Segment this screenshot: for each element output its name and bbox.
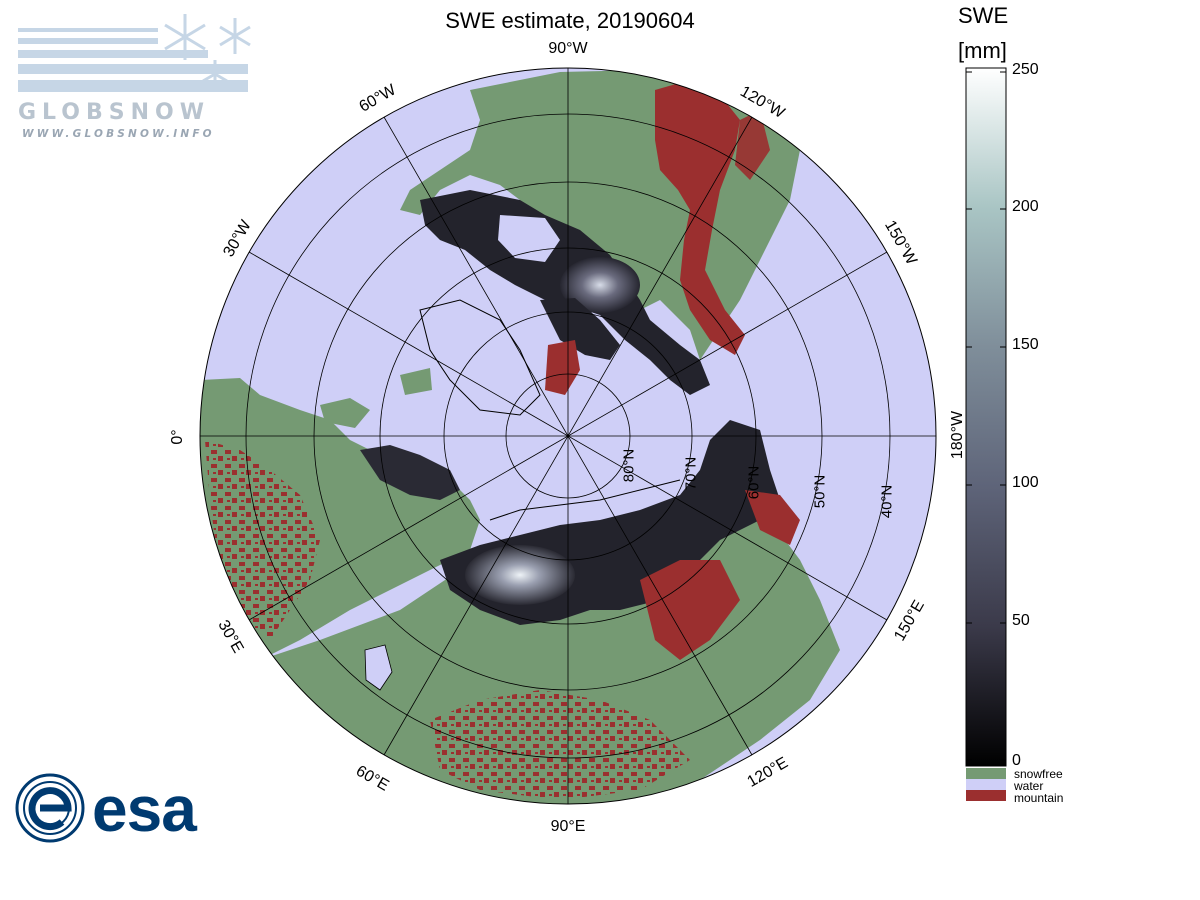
north-america-mountains [655, 80, 745, 355]
taymyr-arctic-coast [489, 479, 681, 521]
globsnow-url: WWW.GLOBSNOW.INFO [22, 128, 215, 140]
parallel-label: 60°N [745, 465, 763, 500]
parallel-label: 40°N [878, 484, 896, 519]
esa-wordmark: esa [92, 773, 197, 845]
globsnow-logo [18, 14, 251, 92]
colorbar-tick-label: 200 [1012, 198, 1039, 215]
colorbar-tick-label: 150 [1012, 336, 1039, 353]
legend-label-snowfree: snowfree [1014, 767, 1063, 781]
parallel-label: 50°N [811, 475, 829, 509]
graticule [199, 67, 937, 805]
globsnow-wordmark: GLOBSNOW [18, 100, 210, 125]
meridian-label: 90°W [548, 40, 588, 57]
legend-label-mountain: mountain [1014, 791, 1064, 805]
legend-swatch-water [966, 779, 1006, 790]
colorbar-tick-label: 50 [1012, 612, 1030, 629]
svalbard [320, 398, 370, 428]
parallel-label: 80°N [620, 448, 638, 482]
colorbar-tick-label: 250 [1012, 61, 1039, 78]
colorbar-tick-label: 100 [1012, 474, 1039, 491]
scandinavia-snowpack [360, 445, 460, 500]
hudson-bay [498, 215, 560, 262]
map-boundary [199, 67, 937, 805]
colorbar-unit: [mm] [958, 38, 1007, 63]
canadian-islands [540, 298, 620, 360]
colorbar-tick-marks [966, 71, 1006, 761]
colorbar-title: SWE [958, 3, 1009, 28]
colorbar-gradient [965, 67, 1007, 767]
greenland-east-mountain [545, 340, 580, 395]
central-asia-mountains [430, 690, 690, 800]
esa-logo [15, 773, 85, 843]
legend-label-water: water [1014, 779, 1044, 793]
globsnow-stripes [18, 28, 248, 92]
siberia-mountains [640, 560, 740, 660]
map-title: SWE estimate, 20190604 [445, 8, 695, 33]
meridian-label: 180°W [949, 410, 966, 460]
parallel-label: 70°N [682, 457, 700, 491]
greenland-outline [419, 299, 541, 416]
canada-snow-highlight [560, 257, 640, 313]
meridian-label: 0° [169, 429, 186, 445]
kamchatka-mountains [745, 490, 800, 545]
siberia-snow-highlight [465, 545, 575, 605]
meridian-label: 90°E [550, 818, 586, 835]
colorbar [965, 67, 1007, 801]
colorbar-tick-label: 0 [1012, 752, 1021, 769]
legend-swatch-mountain [966, 790, 1006, 801]
esa-emblem [15, 773, 85, 843]
caspian-sea [364, 644, 393, 691]
snowflake-icon [164, 14, 251, 88]
meridian-150w-30e [248, 251, 888, 621]
alaska-mountain [735, 110, 770, 180]
iceland [400, 368, 432, 395]
legend-swatch-snowfree [966, 768, 1006, 779]
